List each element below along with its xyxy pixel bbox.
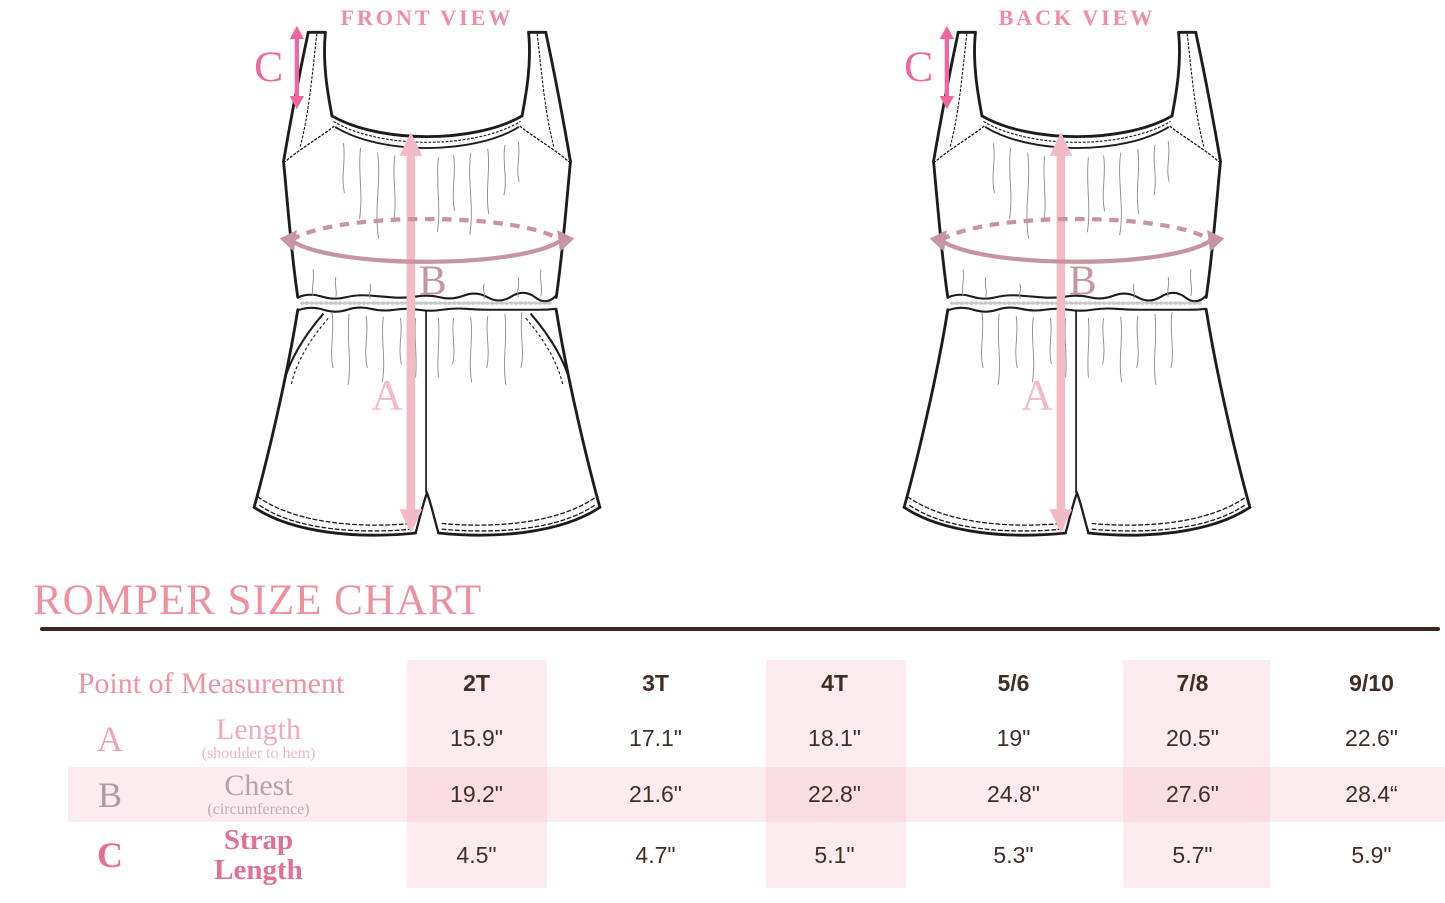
row-name-wrap: Chest (circumference) <box>185 770 387 818</box>
pockets <box>282 312 572 386</box>
front-view-title: FRONT VIEW <box>340 5 514 30</box>
row-name-wrap: Length (shoulder to hem) <box>185 714 387 762</box>
length-value-3t: 17.1" <box>629 725 682 751</box>
length-value-2t: 15.9" <box>450 725 503 751</box>
row-letter-a: A <box>97 718 123 759</box>
row-label-chest: B Chest (circumference) <box>35 767 387 822</box>
page-title: ROMPER SIZE CHART <box>33 577 483 624</box>
row-name-strap-length: Strap Length <box>214 823 303 886</box>
romper-drawing-back: C B A <box>902 20 1252 590</box>
romper-drawing-front: C B A <box>252 20 602 590</box>
strap-value-9-10: 5.9" <box>1351 841 1392 868</box>
chest-value-4t: 22.8" <box>808 781 861 807</box>
row-letter-b: B <box>97 774 122 815</box>
back-view-title: BACK VIEW <box>998 5 1156 30</box>
row-subtitle-length: (shoulder to hem) <box>201 744 316 762</box>
row-subtitle-chest: (circumference) <box>207 800 310 818</box>
row-name-wrap: Strap Length <box>185 823 387 886</box>
column-stripe-7-8 <box>1123 660 1270 888</box>
size-col-header-4t: 4T <box>821 670 848 696</box>
size-col-header-9-10: 9/10 <box>1349 670 1394 696</box>
front-label-a: A <box>371 372 403 420</box>
chest-value-5-6: 24.8" <box>987 781 1040 807</box>
strap-value-2t: 4.5" <box>456 841 497 868</box>
length-value-5-6: 19" <box>996 725 1031 751</box>
row-name-chest: Chest <box>224 769 293 803</box>
table-header-label: Point of Measurement <box>77 666 345 700</box>
chest-value-2t: 19.2" <box>450 781 503 807</box>
column-stripe-4t <box>766 660 906 888</box>
size-col-header-3t: 3T <box>642 670 669 696</box>
size-col-header-7-8: 7/8 <box>1176 670 1209 696</box>
column-stripe-2t <box>407 660 547 888</box>
chest-value-7-8: 27.6" <box>1166 781 1219 807</box>
divider-rule <box>40 627 1440 631</box>
strap-value-5-6: 5.3" <box>993 841 1034 868</box>
row-letter-c: C <box>97 835 123 875</box>
back-label-b: B <box>1069 259 1097 305</box>
length-value-9-10: 22.6" <box>1345 725 1398 751</box>
strap-value-7-8: 5.7" <box>1172 841 1213 868</box>
size-table: Point of Measurement 2T 3T 4T 5/6 7/8 9/… <box>35 657 1445 888</box>
chest-value-3t: 21.6" <box>629 781 682 807</box>
back-label-a: A <box>1021 372 1053 420</box>
strap-value-4t: 5.1" <box>814 841 855 868</box>
length-value-4t: 18.1" <box>808 725 861 751</box>
strap-value-3t: 4.7" <box>635 841 676 868</box>
front-label-c: C <box>254 43 283 91</box>
row-label-strap-length: C Strap Length <box>35 822 387 888</box>
row-label-length: A Length (shoulder to hem) <box>35 710 387 767</box>
row-name-length: Length <box>216 713 301 747</box>
row-band-chest <box>68 767 1445 822</box>
back-label-c: C <box>904 43 933 91</box>
chest-value-9-10: 28.4“ <box>1345 781 1398 807</box>
size-col-header-5-6: 5/6 <box>997 670 1030 696</box>
size-col-header-2t: 2T <box>463 670 490 696</box>
front-label-b: B <box>419 259 447 305</box>
length-value-7-8: 20.5" <box>1166 725 1219 751</box>
